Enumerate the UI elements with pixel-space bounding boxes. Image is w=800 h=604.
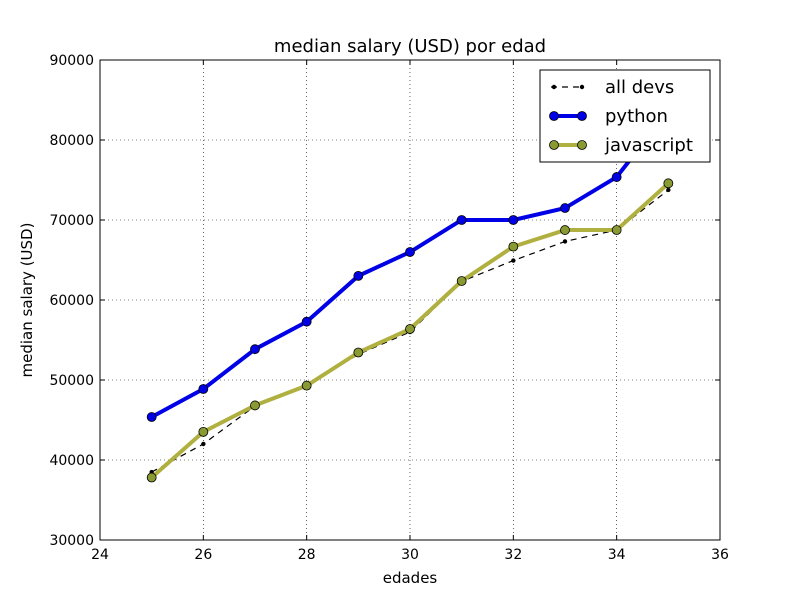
legend-marker-python (549, 111, 559, 121)
legend-label-javascript: javascript (604, 135, 693, 156)
data-point-python (405, 247, 415, 257)
data-point-all-devs (562, 239, 568, 244)
legend-label-python: python (605, 106, 668, 127)
y-tick-label: 40000 (49, 453, 94, 469)
data-point-all-devs (666, 187, 671, 193)
y-tick-label: 80000 (49, 133, 94, 149)
data-point-javascript (198, 426, 209, 437)
data-point-python (301, 316, 312, 327)
data-point-javascript (353, 347, 364, 358)
series-line-all-devs (151, 189, 669, 473)
data-point-python (508, 215, 519, 225)
data-point-python (353, 270, 364, 281)
x-tick-label: 30 (401, 547, 419, 563)
x-tick-label: 32 (504, 547, 522, 563)
data-point-javascript (663, 178, 674, 189)
legend: all devs python javascript (539, 69, 711, 163)
y-tick-label: 70000 (49, 213, 94, 229)
x-tick-label: 26 (194, 547, 212, 563)
data-point-python (198, 384, 209, 394)
y-axis-label: median salary (USD) (18, 223, 36, 378)
data-point-all-devs (511, 258, 516, 263)
y-tick-label: 50000 (49, 373, 94, 389)
y-tick-label: 90000 (49, 53, 94, 69)
chart-title: median salary (USD) por edad (274, 36, 546, 57)
x-axis-label: edades (383, 569, 438, 587)
data-point-javascript (611, 225, 622, 235)
data-layer (146, 105, 674, 483)
y-tick-label: 30000 (49, 533, 94, 549)
legend-marker-javascript (577, 140, 587, 150)
data-point-python (250, 344, 260, 355)
data-point-javascript (508, 241, 519, 252)
legend-marker-all-devs (579, 84, 585, 90)
data-point-javascript (405, 324, 415, 334)
data-point-python (456, 215, 467, 225)
x-tick-label: 36 (711, 547, 729, 563)
legend-label-all-devs: all devs (605, 77, 674, 98)
y-tick-label: 60000 (49, 293, 94, 309)
data-point-javascript (250, 400, 260, 411)
data-point-python (146, 412, 157, 422)
data-point-all-devs (201, 441, 206, 447)
legend-marker-python (577, 111, 587, 121)
x-tick-label: 24 (91, 547, 109, 563)
data-point-javascript (146, 472, 157, 483)
data-point-javascript (456, 276, 467, 286)
series-group (146, 105, 674, 483)
data-point-javascript (560, 225, 570, 235)
data-point-python (560, 203, 570, 213)
legend-marker-all-devs (551, 84, 557, 90)
data-point-python (611, 172, 622, 182)
tick-layer: 24 26 28 30 32 34 36 30000 40000 50000 60000 70000 8… (49, 53, 729, 563)
data-point-javascript (301, 380, 312, 391)
legend-marker-javascript (549, 140, 559, 150)
x-tick-label: 28 (298, 547, 316, 563)
x-tick-label: 34 (608, 547, 626, 563)
